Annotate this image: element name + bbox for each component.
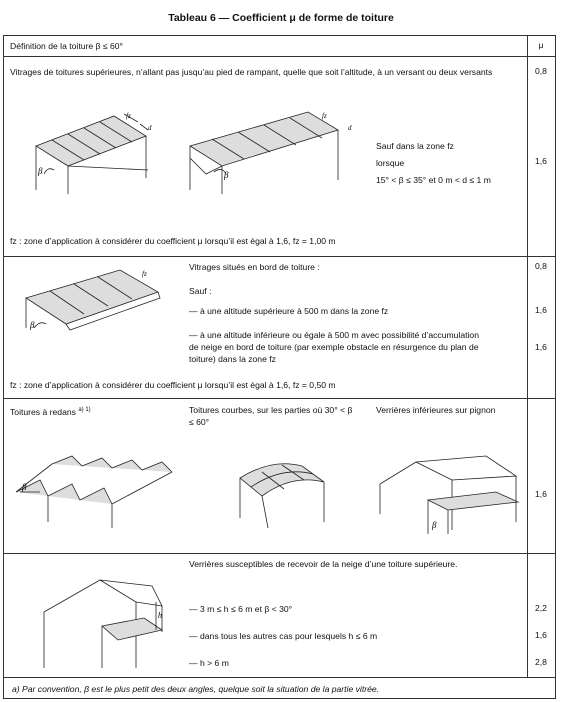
- row3-col1-label: Toitures à redans a) 1): [10, 404, 91, 418]
- d-label: d: [148, 124, 152, 132]
- row2-note: fz : zone d’application à considérer du …: [10, 380, 336, 390]
- row-divider-4: [3, 677, 556, 678]
- h-label: h: [158, 611, 162, 620]
- table-title: Tableau 6 — Coefficient μ de forme de to…: [168, 12, 394, 24]
- d-label: d: [348, 124, 352, 132]
- row3-col1-text: Toitures à redans: [10, 406, 76, 417]
- row1-mu-1: 0,8: [535, 66, 547, 76]
- row1-condition: 15° < β ≤ 35° et 0 m < d ≤ 1 m: [376, 175, 491, 185]
- row4-item-2: — dans tous les autres cas pour lesquels…: [189, 631, 378, 641]
- row2-heading: Vitrages situés en bord de toiture :: [189, 262, 320, 272]
- row2-item-2: — à une altitude inférieure ou égale à 5…: [189, 330, 479, 364]
- row3-col2-label: Toitures courbes, sur les parties où 30°…: [189, 405, 353, 427]
- row1-mu-2: 1,6: [535, 156, 547, 166]
- row4-item-3: — h > 6 m: [189, 658, 229, 668]
- header-mu: μ: [538, 40, 544, 50]
- roof-glazing-figure-2: β fz d: [189, 111, 352, 194]
- beta-label: β: [223, 170, 229, 180]
- table-border-left: [3, 35, 4, 699]
- row2-mu-1: 0,8: [535, 261, 547, 271]
- lower-gable-glazing-figure: β: [379, 455, 520, 534]
- table-border-right: [555, 35, 556, 699]
- row3-col1-footnote-ref: a) 1): [78, 407, 91, 413]
- row4-mu-1: 2,2: [535, 603, 547, 613]
- row1-note: fz : zone d’application à considérer du …: [10, 236, 336, 246]
- row2-mu-2: 1,6: [535, 305, 547, 315]
- row1-lorsque: lorsque: [376, 158, 405, 168]
- row1-sauf: Sauf dans la zone fz: [376, 141, 454, 151]
- row4-heading: Verrières susceptibles de recevoir de la…: [189, 559, 458, 569]
- mu-column-divider: [527, 35, 528, 678]
- roof-glazing-figure-1: β fz d: [35, 112, 152, 194]
- fz-label: fz: [322, 112, 327, 120]
- header-definition: Définition de la toiture β ≤ 60°: [10, 41, 123, 51]
- row1-text: Vitrages de toitures supérieures, n’alla…: [10, 67, 493, 77]
- beta-label: β: [21, 482, 27, 492]
- row-divider-2: [3, 398, 556, 399]
- header-divider: [3, 56, 556, 57]
- row-divider-3: [3, 553, 556, 554]
- upper-roof-snow-figure: h: [43, 579, 163, 668]
- row2-item-1: — à une altitude supérieure à 500 m dans…: [189, 306, 389, 316]
- beta-label: β: [431, 520, 437, 530]
- beta-label: β: [37, 166, 43, 176]
- row4-mu-2: 1,6: [535, 630, 547, 640]
- row2-sauf: Sauf :: [189, 286, 212, 296]
- sawtooth-roof-figure: β: [15, 455, 173, 528]
- table-border-top: [3, 35, 556, 36]
- row-divider-1: [3, 256, 556, 257]
- table-border-bottom: [3, 698, 556, 699]
- row4-mu-3: 2,8: [535, 657, 547, 667]
- row2-mu-3: 1,6: [535, 342, 547, 352]
- fz-label: fz: [126, 112, 131, 120]
- row3-col3-label: Verrières inférieures sur pignon: [376, 405, 496, 415]
- row4-item-1: — 3 m ≤ h ≤ 6 m et β < 30°: [189, 604, 293, 614]
- curved-roof-figure: [239, 463, 325, 529]
- row3-mu: 1,6: [535, 489, 547, 499]
- fz-label: fz: [142, 270, 147, 278]
- edge-glazing-figure: β fz: [25, 269, 161, 331]
- footnote: a) Par convention, β est le plus petit d…: [12, 684, 380, 694]
- beta-label: β: [29, 320, 35, 330]
